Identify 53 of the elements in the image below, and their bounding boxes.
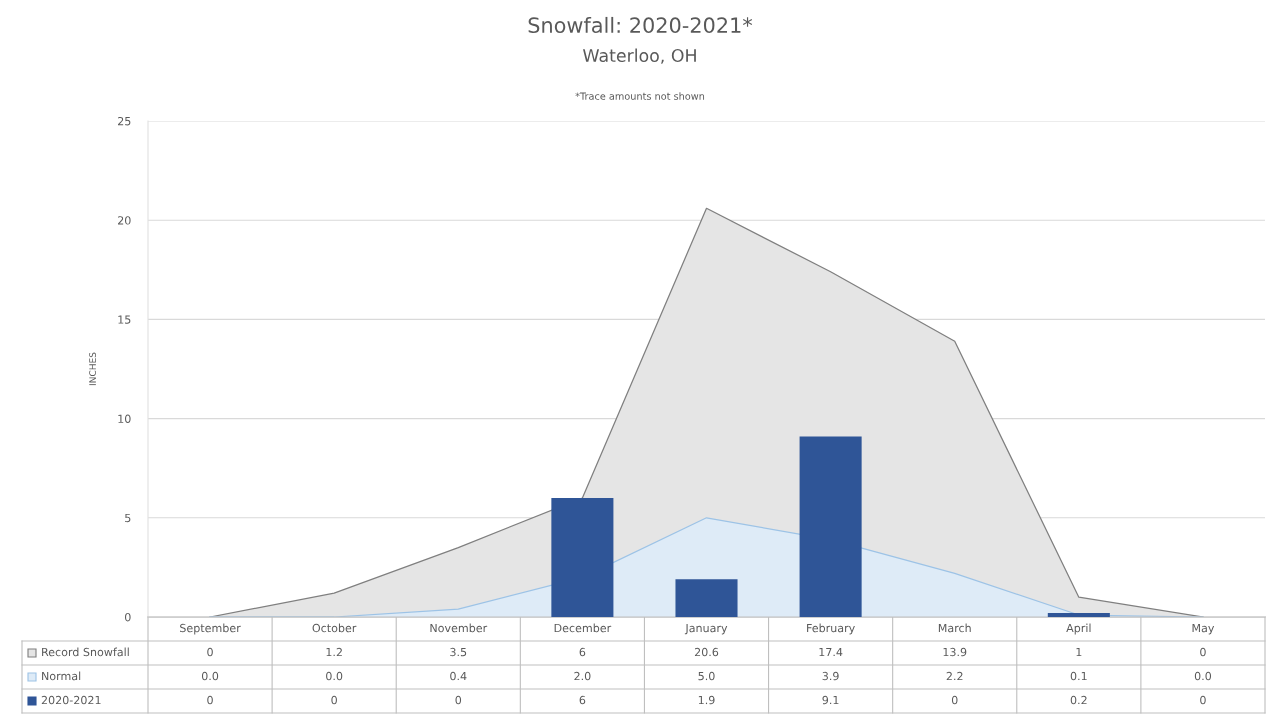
chart-title: Snowfall: 2020-2021* [528, 16, 753, 34]
x-tick-label: May [1192, 623, 1215, 635]
x-tick-label: March [938, 623, 971, 633]
chart-subtitle: Waterloo, OH [583, 48, 696, 64]
data-label: 5.0 [698, 671, 715, 681]
y-tick-label: 25 [118, 116, 131, 126]
y-tick-label: 5 [125, 513, 131, 523]
data-label: 2.0 [574, 671, 591, 681]
data-label: 6 [579, 647, 586, 657]
data-label: 0.0 [201, 671, 219, 681]
data-label: 0.0 [326, 671, 343, 681]
x-tick-label: September [180, 623, 241, 635]
y-axis-title: INCHES [89, 352, 96, 386]
data-label: 13.9 [943, 647, 967, 657]
x-tick-label: February [807, 623, 855, 635]
x-tick-label: November [430, 623, 488, 633]
x-tick-label: December [554, 623, 612, 633]
data-label: 1.9 [698, 695, 715, 705]
data-label: 9.1 [822, 695, 839, 705]
data-label: 3.9 [822, 671, 839, 681]
text: *Trace amounts not shown [575, 92, 705, 100]
x-tick-label: October [312, 623, 357, 633]
data-label: 0 [331, 695, 337, 705]
data-label: 0.2 [1070, 695, 1087, 705]
data-label: 0 [207, 647, 213, 657]
data-label: 20.6 [694, 647, 719, 657]
x-tick-label: April [1066, 623, 1091, 635]
bar [551, 497, 614, 617]
legend-label: 2020-2021 [41, 695, 101, 705]
bar [1047, 613, 1110, 617]
legend-label: Normal [42, 671, 81, 681]
data-label: 0.0 [1194, 671, 1212, 681]
data-label: 0.4 [450, 671, 467, 681]
y-tick-label: 15 [118, 315, 131, 324]
y-tick-label: 0 [125, 612, 131, 622]
data-label: 6 [579, 695, 586, 705]
data-label: 3.5 [450, 647, 467, 657]
data-label: 0 [207, 695, 213, 705]
y-tick-label: 20 [118, 216, 131, 225]
data-label: 1.2 [326, 647, 342, 657]
data-label: 0 [1200, 695, 1206, 705]
y-tick-label: 10 [118, 414, 131, 423]
data-label: 1 [1076, 647, 1082, 657]
data-label: 0.1 [1070, 671, 1087, 681]
data-label: 2.2 [946, 671, 963, 681]
bar [675, 579, 738, 617]
data-label: 17.4 [819, 647, 843, 657]
data-label: 0 [951, 695, 958, 705]
legend-label: Record Snowfall [42, 647, 129, 657]
data-label: 0 [1200, 647, 1206, 657]
x-tick-label: January [684, 623, 728, 635]
data-label: 0 [455, 695, 462, 705]
bar [799, 436, 862, 617]
